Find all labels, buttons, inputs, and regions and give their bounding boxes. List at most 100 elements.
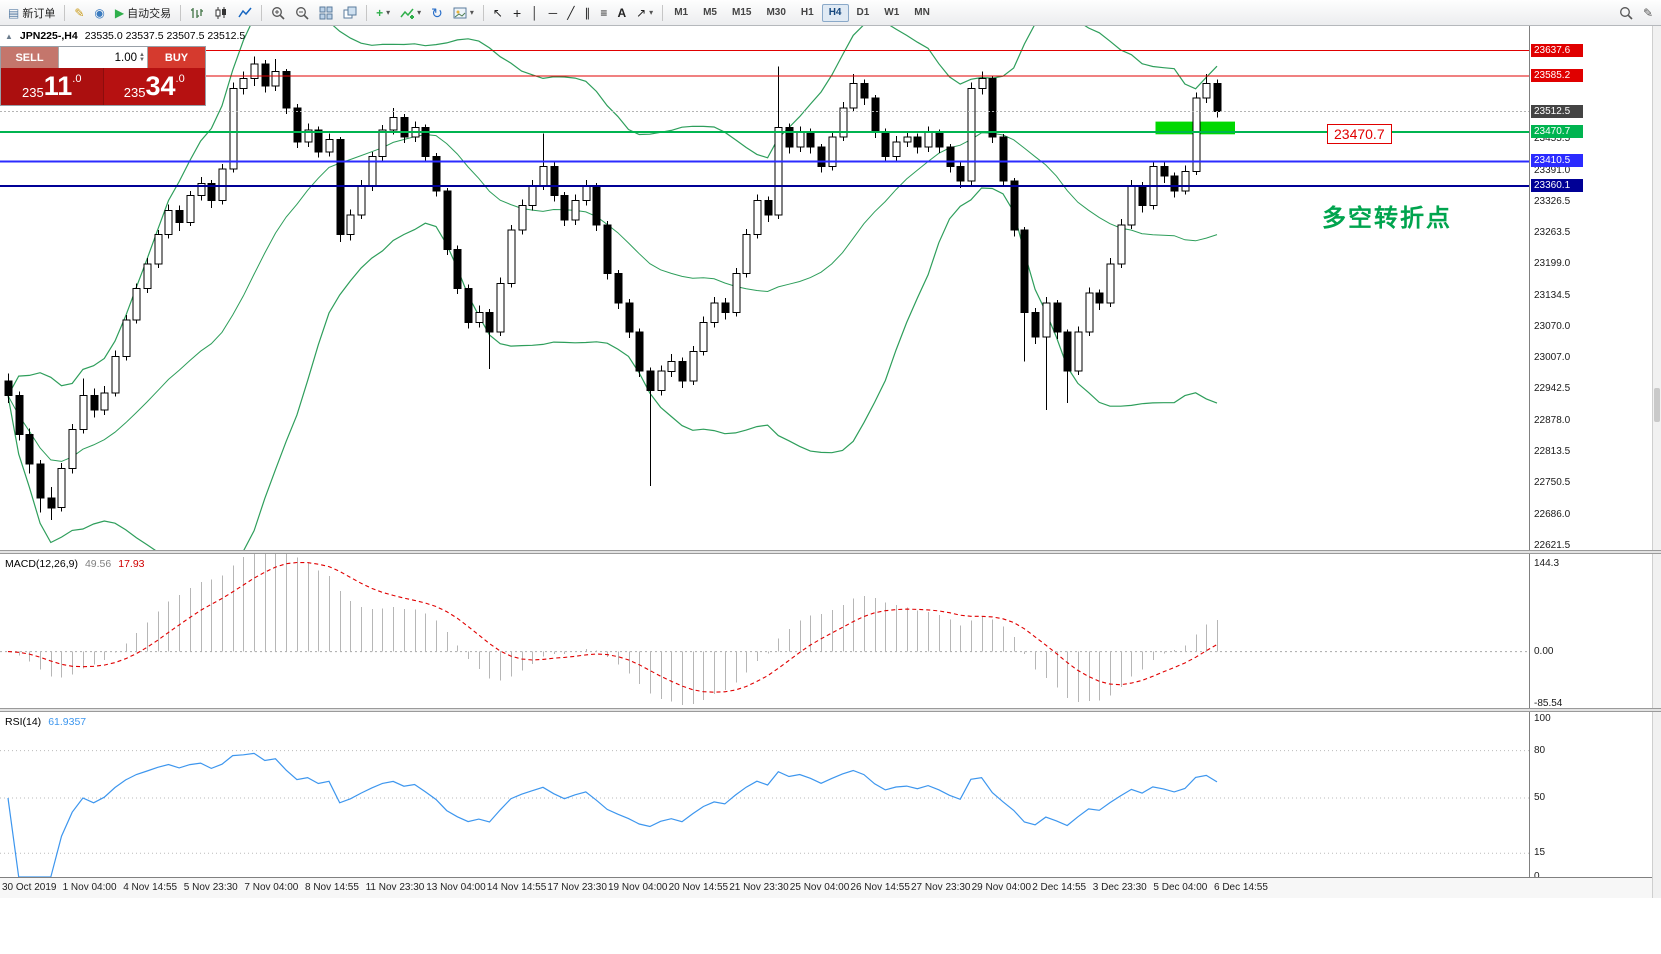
time-label: 11 Nov 23:30 — [365, 882, 425, 893]
sell-price[interactable]: 235 11.0 — [1, 68, 104, 105]
cascade-windows-button[interactable] — [338, 2, 362, 23]
autotrading-play-icon: ▶ — [114, 5, 125, 20]
indicators-button[interactable]: ▾ — [395, 2, 426, 23]
time-label: 8 Nov 14:55 — [305, 882, 359, 893]
vertical-line-tool-button[interactable]: │ — [526, 2, 544, 23]
time-label: 17 Nov 23:30 — [547, 882, 607, 893]
timeframe-m30[interactable]: M30 — [766, 6, 786, 18]
zoom-out-button[interactable] — [290, 2, 314, 23]
time-axis[interactable]: 30 Oct 2019 1 Nov 04:00 4 Nov 14:55 5 Nov 2… — [0, 877, 1661, 898]
separator — [180, 4, 182, 21]
volume-input[interactable]: 1.00 ▲ ▼ — [58, 47, 148, 68]
horizontal-line-tool-button[interactable]: ─ — [544, 2, 563, 23]
candlestick-chart-button[interactable] — [209, 2, 233, 23]
bollinger-middle — [7, 132, 1218, 462]
timeframe-m5[interactable]: M5 — [703, 6, 717, 18]
metaeditor-button[interactable]: ✎ — [69, 2, 89, 23]
period-refresh-button[interactable]: ↻ — [426, 2, 448, 23]
line-chart-button[interactable] — [233, 2, 257, 23]
time-label: 4 Nov 14:55 — [123, 882, 178, 893]
zoom-out-icon — [296, 6, 309, 20]
timeframe-h4[interactable]: H4 — [821, 3, 849, 22]
vertical-line-icon: │ — [531, 5, 539, 20]
search-button[interactable] — [1614, 2, 1638, 23]
step-up-icon[interactable]: ▲ — [139, 51, 145, 58]
price-callout-label[interactable]: 23470.7 — [1327, 124, 1392, 144]
tile-windows-button[interactable] — [314, 2, 338, 23]
sell-button[interactable]: SELL — [1, 47, 58, 68]
scale-tick: 23391.0 — [1534, 164, 1571, 176]
scrollbar-thumb[interactable] — [1654, 388, 1660, 422]
volume-stepper[interactable]: ▲ ▼ — [139, 51, 145, 63]
fibonacci-tool-button[interactable]: ≡ — [595, 2, 612, 23]
panel-splitter[interactable] — [0, 550, 1661, 554]
scale-tick: 23455.5 — [1534, 133, 1571, 145]
scale-tick: 22878.0 — [1534, 414, 1571, 426]
scale-tick: 22621.5 — [1534, 540, 1571, 551]
macd-panel[interactable] — [0, 554, 1529, 708]
new-chart-button[interactable]: + ▾ — [371, 2, 395, 23]
rsi-label: RSI(14) 61.9357 — [5, 716, 86, 728]
timeframe-m1[interactable]: M1 — [674, 6, 689, 18]
timeframe-w1[interactable]: W1 — [884, 6, 900, 18]
trendline-tool-button[interactable]: ╱ — [562, 2, 579, 23]
price-tag: 23470.7 — [1531, 124, 1583, 138]
market-watch-icon: ◉ — [94, 5, 105, 20]
channel-tool-button[interactable]: ∥ — [579, 2, 595, 23]
zoom-in-button[interactable] — [266, 2, 290, 23]
scale-tick: 15 — [1534, 847, 1546, 859]
arrows-tool-button[interactable]: ↗ ▾ — [631, 2, 658, 23]
buy-button[interactable]: BUY — [148, 47, 205, 68]
fibonacci-icon: ≡ — [600, 5, 608, 20]
templates-button[interactable]: ▾ — [448, 2, 479, 23]
scale-tick: 22942.5 — [1534, 383, 1571, 395]
market-watch-button[interactable]: ◉ — [89, 2, 109, 23]
price-chart-panel[interactable]: ▲ JPN225-,H4 23535.0 23537.5 23507.5 235… — [0, 26, 1529, 550]
crosshair-tool-button[interactable]: + — [508, 2, 526, 23]
new-order-button[interactable]: ▤ 新订单 — [3, 2, 60, 23]
buy-price[interactable]: 235 34.0 — [103, 68, 205, 105]
level-lines-group — [0, 50, 1529, 187]
chevron-down-icon: ▾ — [469, 7, 474, 17]
volume-value: 1.00 — [114, 51, 138, 64]
chart-symbol-line: ▲ JPN225-,H4 23535.0 23537.5 23507.5 235… — [5, 30, 245, 42]
annotation-note[interactable]: 多空转折点 — [1322, 205, 1452, 232]
macd-main-value: 49.56 — [84, 558, 112, 570]
panel-splitter[interactable] — [0, 708, 1661, 712]
refresh-icon: ↻ — [431, 4, 443, 21]
separator — [482, 4, 484, 21]
timeframe-h1[interactable]: H1 — [800, 6, 814, 18]
autotrading-button[interactable]: ▶ 自动交易 — [110, 2, 176, 23]
time-label: 1 Nov 04:00 — [62, 882, 117, 893]
time-label: 27 Nov 23:30 — [911, 882, 971, 893]
bar-chart-icon — [191, 7, 204, 18]
buy-price-main: 235 — [123, 85, 146, 100]
bollinger-upper — [7, 26, 1218, 396]
chart-symbol: JPN225-,H4 — [19, 30, 78, 42]
rsi-name: RSI(14) — [5, 716, 42, 728]
candles-group — [4, 56, 1222, 520]
quick-edit-button[interactable]: ✎ — [1638, 2, 1658, 23]
vertical-scrollbar[interactable] — [1652, 26, 1661, 898]
cursor-icon: ↖ — [492, 5, 503, 20]
scale-tick: 23199.0 — [1534, 258, 1571, 270]
rsi-panel[interactable] — [0, 712, 1529, 877]
separator — [366, 4, 368, 21]
new-order-icon: ▤ — [8, 5, 20, 20]
cascade-windows-icon — [343, 6, 357, 18]
timeframe-mn[interactable]: MN — [914, 6, 930, 18]
cursor-tool-button[interactable]: ↖ — [488, 2, 508, 23]
templates-icon — [453, 7, 467, 18]
text-tool-button[interactable]: A — [612, 2, 631, 23]
chart-ohlc-values: 23535.0 23537.5 23507.5 23512.5 — [84, 30, 246, 42]
scale-tick: -85.54 — [1534, 697, 1563, 709]
metaeditor-icon: ✎ — [74, 5, 85, 20]
bar-chart-button[interactable] — [185, 2, 209, 23]
one-click-toggle-icon[interactable]: ▲ — [5, 31, 13, 41]
timeframe-m15[interactable]: M15 — [732, 6, 752, 18]
time-label: 14 Nov 14:55 — [486, 882, 547, 893]
bottom-filler — [0, 898, 1661, 954]
price-tag: 23512.5 — [1531, 104, 1583, 118]
step-down-icon[interactable]: ▼ — [139, 56, 145, 63]
timeframe-d1[interactable]: D1 — [856, 6, 870, 18]
